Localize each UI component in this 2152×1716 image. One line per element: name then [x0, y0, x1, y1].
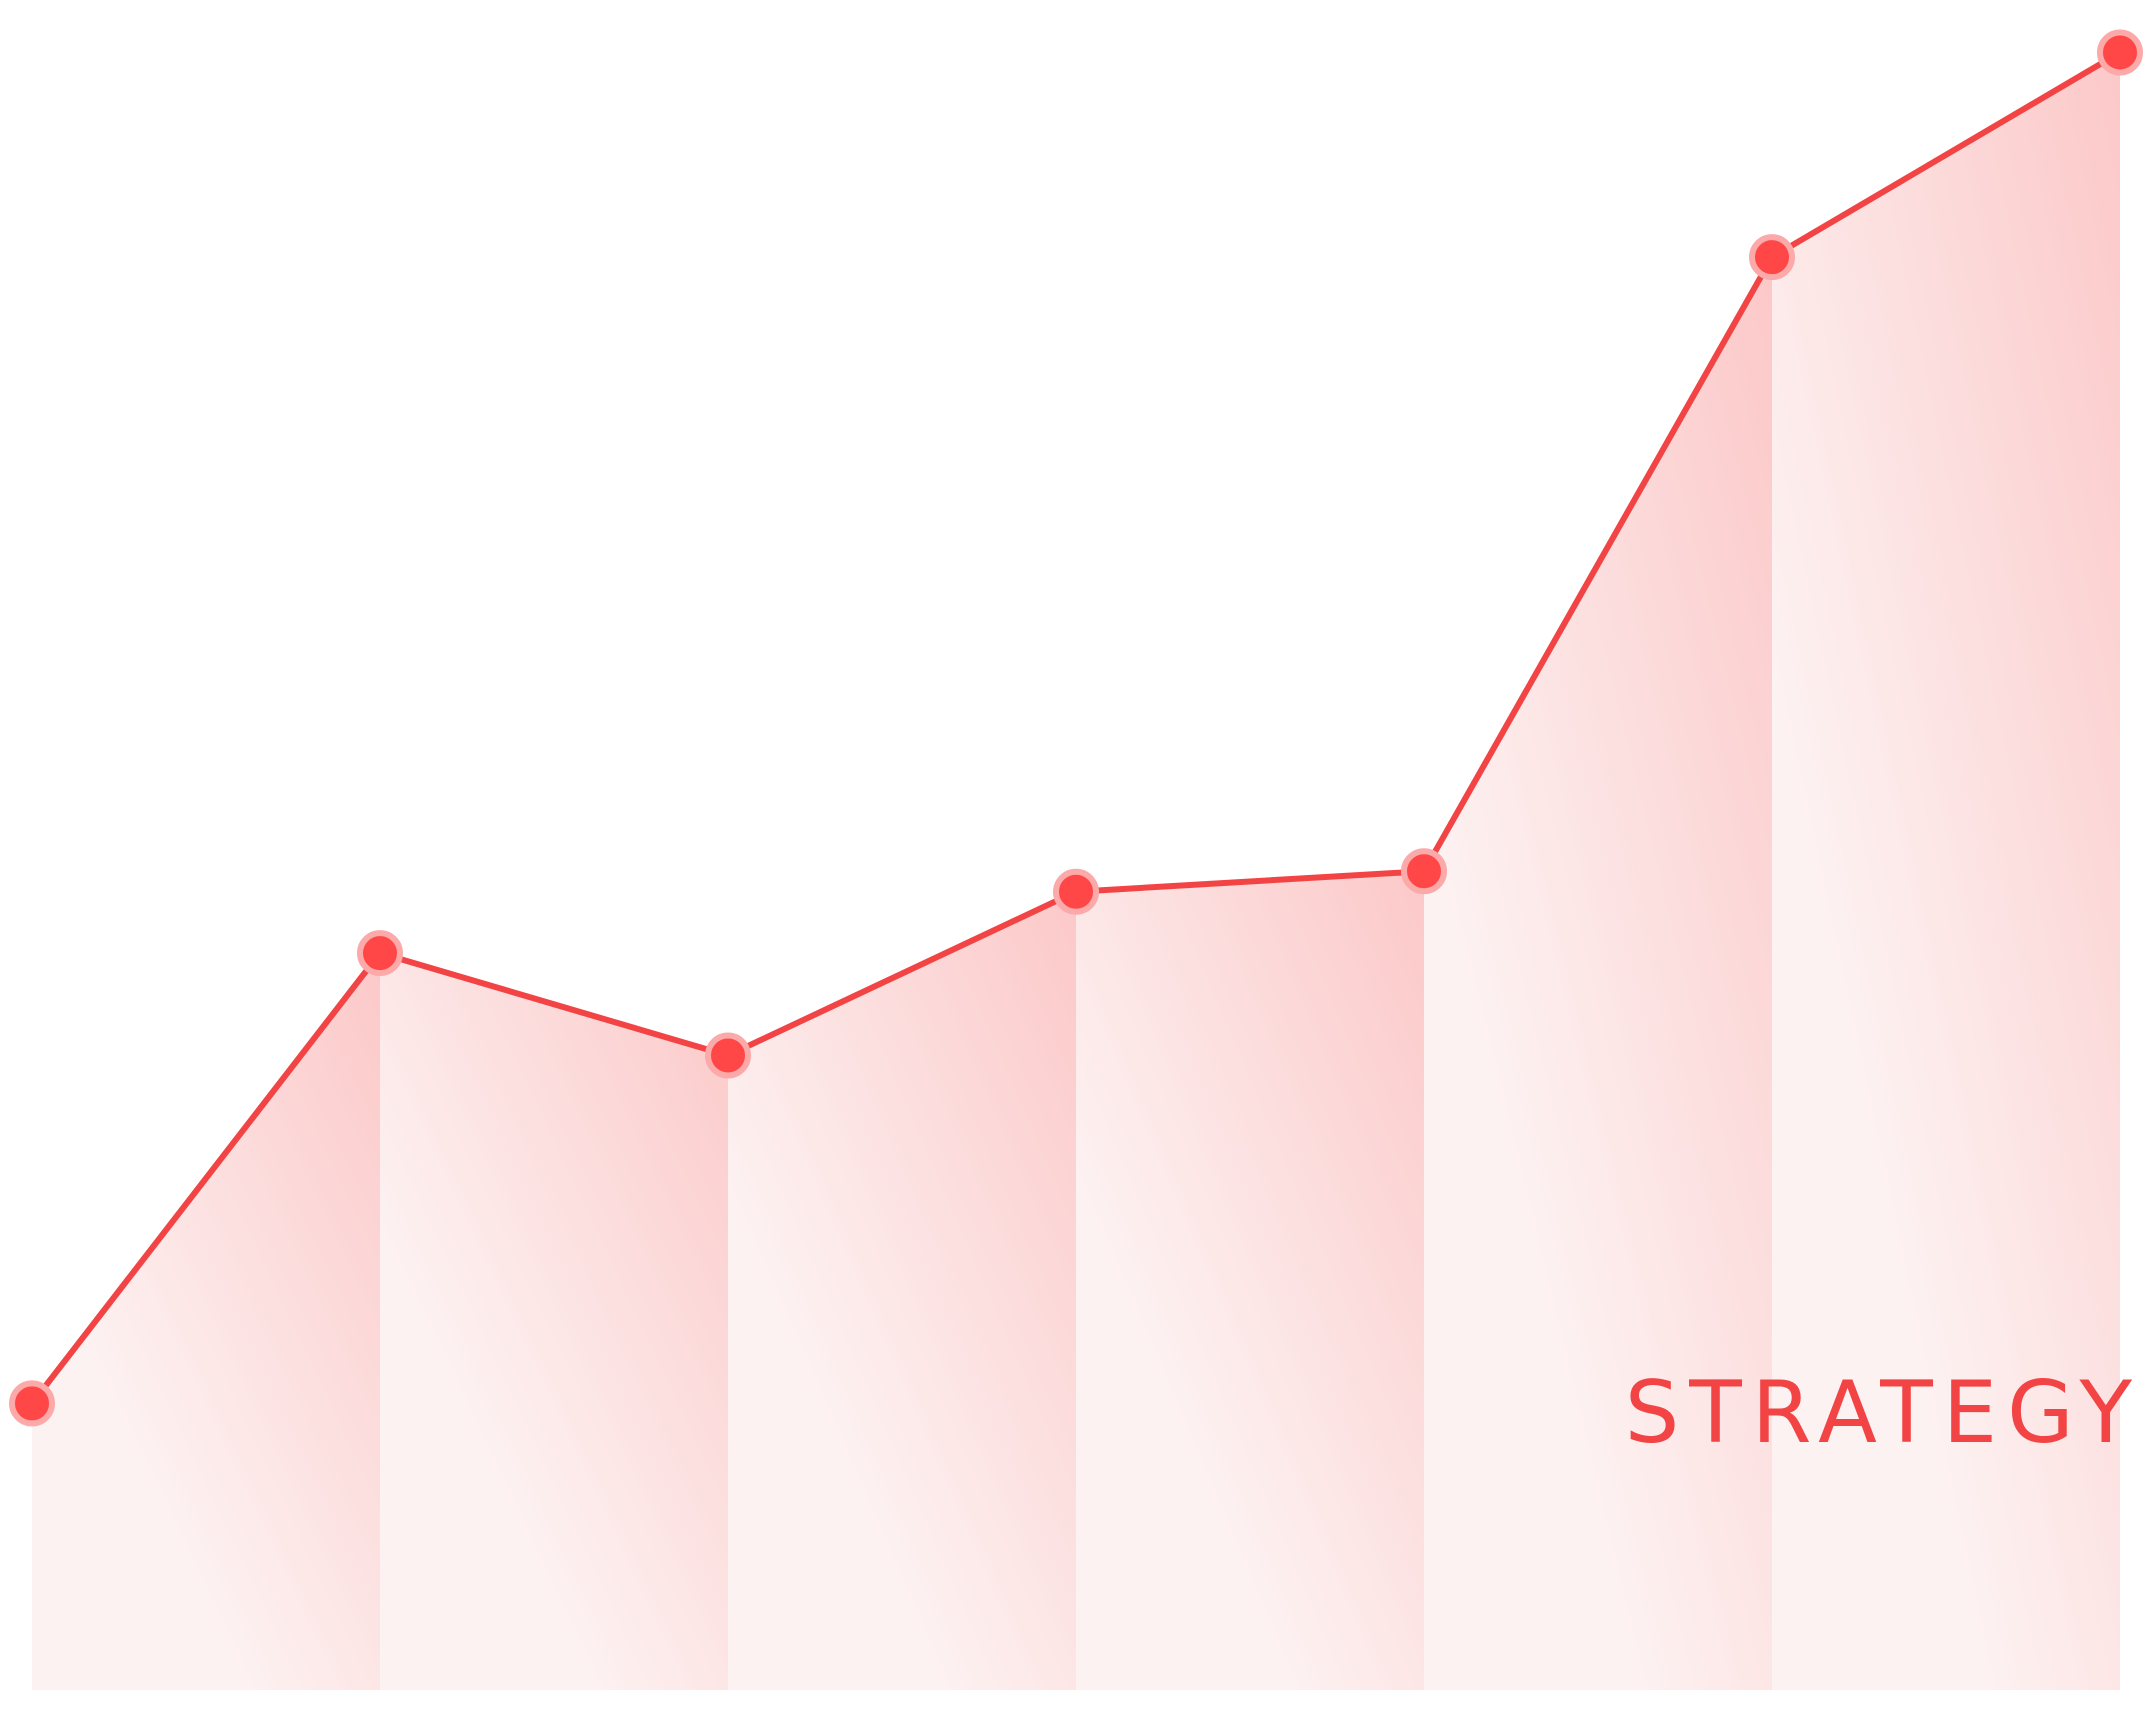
area-segment-1	[32, 953, 380, 1690]
area-segment-2	[380, 953, 728, 1690]
data-point-4	[1053, 868, 1099, 915]
area-segment-6	[1772, 52, 2120, 1691]
data-point-7	[2097, 29, 2143, 76]
data-point-1	[9, 1380, 55, 1427]
data-point-6	[1749, 234, 1795, 281]
data-point-group	[9, 29, 2143, 1427]
area-fill-group	[32, 52, 2120, 1691]
data-point-2	[357, 930, 403, 977]
data-point-5	[1401, 848, 1447, 895]
area-segment-3	[728, 891, 1076, 1690]
area-segment-5	[1424, 257, 1772, 1690]
chart-label: STRATEGY	[1624, 1363, 2142, 1463]
data-point-3	[705, 1032, 751, 1079]
area-segment-4	[1076, 871, 1424, 1690]
